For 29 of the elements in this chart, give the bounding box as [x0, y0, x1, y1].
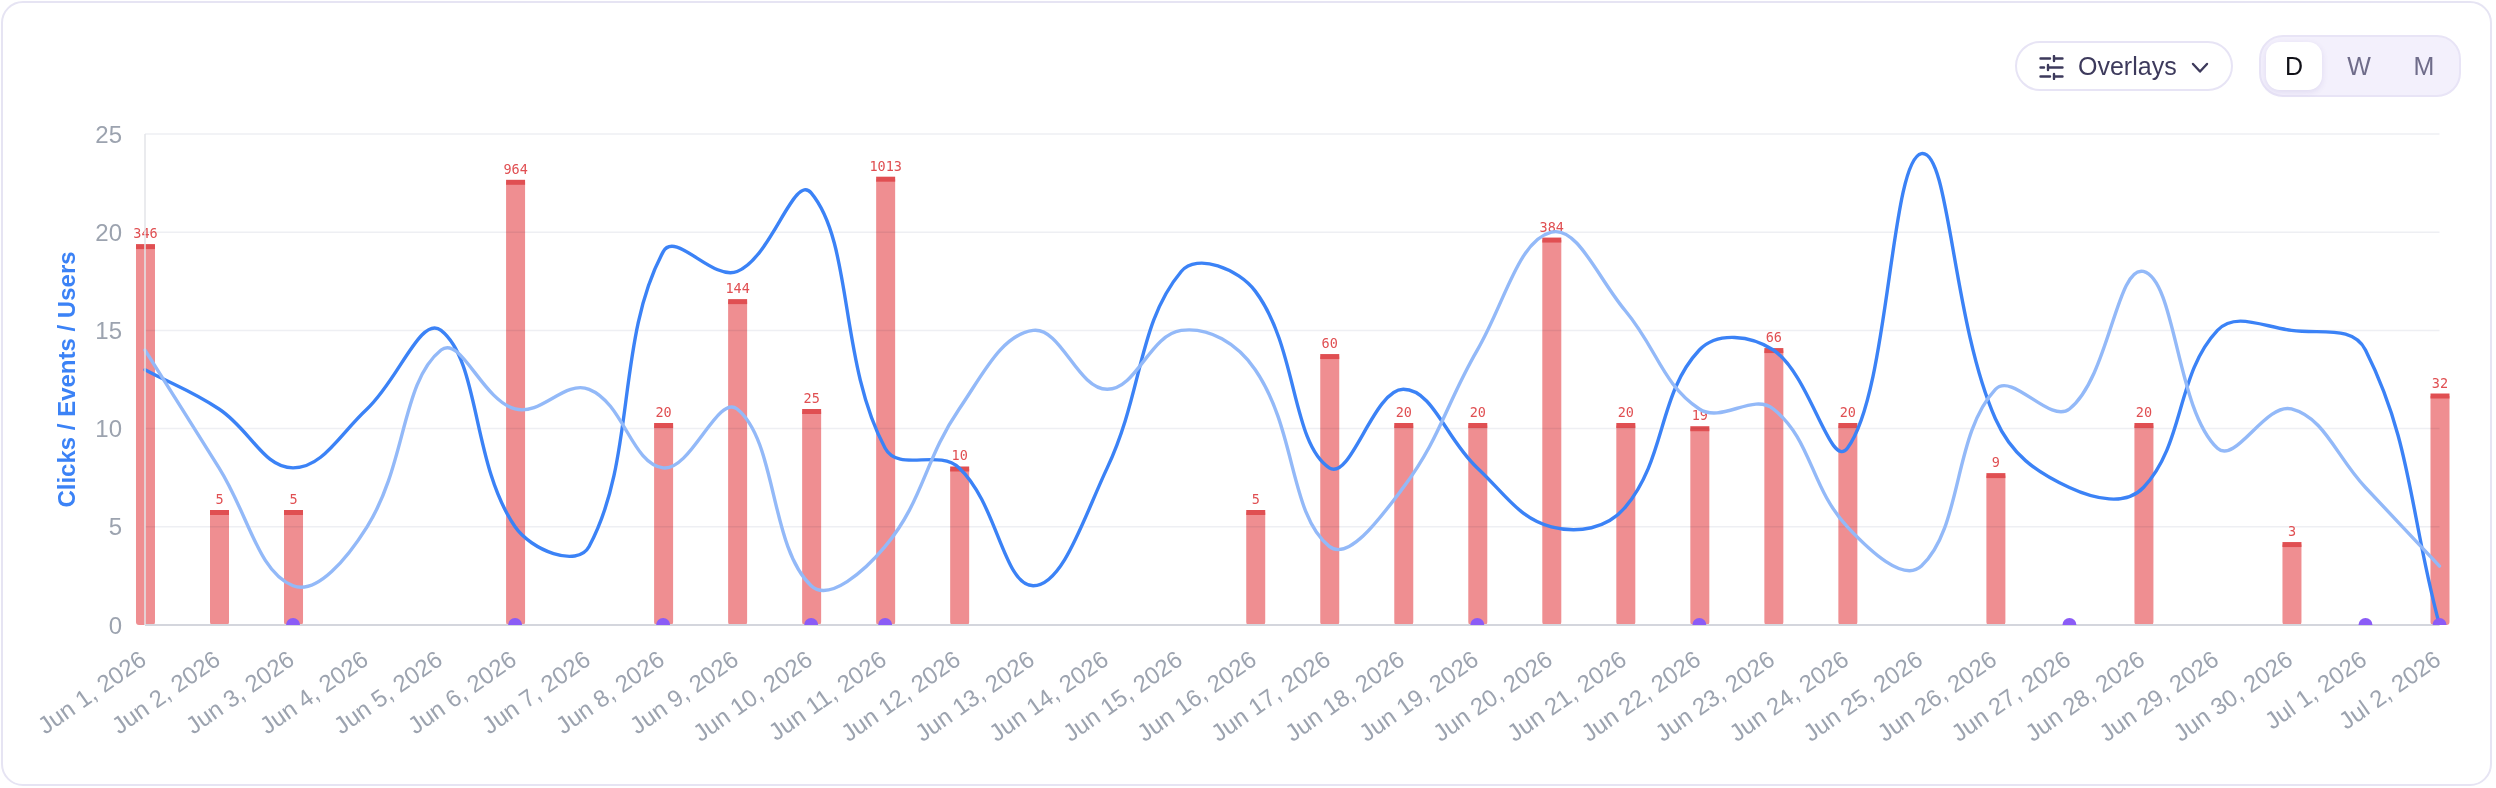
data-label: 32 [2431, 374, 2449, 391]
data-label: 25 [803, 390, 820, 406]
y-tick-label: 25 [95, 120, 122, 148]
y-tick-label: 5 [108, 513, 122, 541]
data-label: 20 [1395, 404, 1412, 420]
data-label: 5 [1251, 491, 1260, 507]
data-label: 20 [2135, 404, 2153, 420]
data-label: 3 [2287, 523, 2297, 540]
y-tick-label: 0 [108, 611, 122, 639]
data-label: 5 [289, 491, 298, 507]
data-label: 20 [1617, 404, 1634, 420]
segmented-control: D W M [2259, 35, 2461, 97]
data-label: 964 [503, 160, 528, 177]
data-label: 20 [655, 404, 672, 420]
data-label: 9 [1991, 454, 2000, 471]
data-label: 20 [1469, 404, 1486, 420]
data-label: 20 [1839, 404, 1856, 420]
y-axis-title: Clicks / Events / Users [52, 251, 80, 508]
data-label: 144 [725, 280, 750, 297]
y-tick-label: 15 [95, 316, 122, 344]
y-tick-label: 10 [95, 415, 122, 443]
data-label: 66 [1765, 329, 1782, 346]
data-label: 346 [133, 225, 158, 242]
data-label: 1013 [869, 157, 902, 174]
y-tick-label: 20 [95, 218, 122, 246]
data-label: 60 [1321, 335, 1338, 352]
data-label: 10 [951, 447, 968, 464]
data-label: 5 [215, 491, 224, 507]
dropdown-button: Overlays [2015, 41, 2233, 91]
